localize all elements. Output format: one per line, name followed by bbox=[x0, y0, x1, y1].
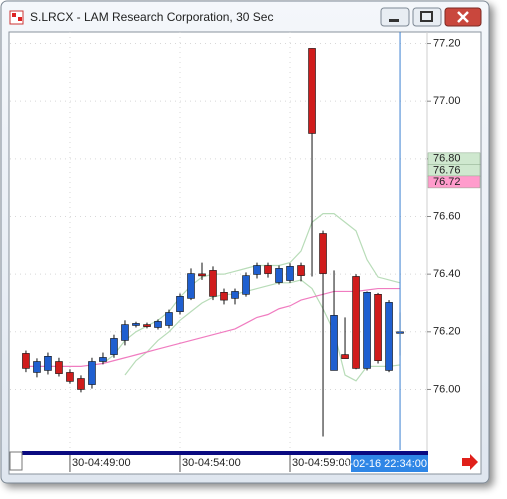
candle-body bbox=[66, 372, 74, 382]
candle-body bbox=[231, 291, 239, 299]
x-tick-label: 30-04:59:00 bbox=[292, 457, 351, 469]
scroll-box[interactable] bbox=[9, 451, 23, 471]
candle-body bbox=[22, 353, 30, 369]
candle-body bbox=[220, 292, 228, 301]
candle-body bbox=[385, 302, 393, 371]
cursor-label-box bbox=[351, 455, 428, 472]
minimize-button[interactable] bbox=[380, 7, 410, 27]
cursor-label: 5-02-16 22:34:00 bbox=[343, 458, 427, 470]
candle-body bbox=[132, 323, 140, 326]
candle-body bbox=[209, 270, 217, 297]
close-button[interactable] bbox=[444, 7, 482, 27]
y-tick-label: 76.20 bbox=[433, 326, 461, 338]
y-tick-label: 76.40 bbox=[433, 268, 461, 280]
candle-body bbox=[176, 296, 184, 312]
chart-area bbox=[8, 31, 482, 475]
candle-body bbox=[88, 361, 96, 385]
candle-body bbox=[187, 273, 195, 299]
y-tick-label: 77.00 bbox=[433, 95, 461, 107]
candle-body bbox=[308, 48, 316, 134]
candle-body bbox=[319, 233, 327, 274]
candle-body bbox=[121, 324, 129, 341]
candle-body bbox=[352, 276, 360, 369]
candle-body bbox=[253, 265, 261, 275]
indicator-line bbox=[102, 213, 401, 364]
candle-body bbox=[264, 265, 272, 274]
price-marker-label: 76.76 bbox=[433, 164, 461, 176]
y-tick-label: 77.20 bbox=[433, 37, 461, 49]
y-tick-label: 76.60 bbox=[433, 210, 461, 222]
candle-body bbox=[154, 321, 162, 328]
candle-body bbox=[286, 266, 294, 281]
scroll-bar[interactable] bbox=[22, 451, 428, 455]
x-tick-label: 30-04:54:00 bbox=[182, 457, 241, 469]
price-marker bbox=[427, 175, 481, 189]
candle-body bbox=[297, 265, 305, 276]
candle-body bbox=[198, 273, 206, 277]
x-tick-label: 30-04:49:00 bbox=[72, 457, 131, 469]
candle-body bbox=[143, 324, 151, 327]
candle-body bbox=[242, 275, 250, 295]
maximize-button[interactable] bbox=[412, 7, 442, 27]
candle-body bbox=[44, 356, 52, 371]
price-marker-label: 76.80 bbox=[433, 153, 461, 165]
candle-body bbox=[165, 312, 173, 326]
candle-body bbox=[110, 338, 118, 355]
scroll-arrow[interactable] bbox=[462, 454, 478, 470]
candle-body bbox=[374, 294, 382, 361]
window-title: S.LRCX - LAM Research Corporation, 30 Se… bbox=[30, 10, 273, 24]
price-marker-label: 76.72 bbox=[433, 176, 461, 188]
candle-body bbox=[330, 315, 338, 371]
candle-body bbox=[99, 357, 107, 362]
title-icon bbox=[9, 10, 24, 25]
candle-body bbox=[33, 361, 41, 373]
candle-body bbox=[275, 268, 283, 283]
candle-body bbox=[55, 361, 63, 374]
indicator-line bbox=[124, 279, 401, 382]
y-tick-label: 76.00 bbox=[433, 383, 461, 395]
candle-body bbox=[341, 354, 349, 359]
candle-body bbox=[363, 292, 371, 369]
candle-body bbox=[77, 378, 85, 390]
